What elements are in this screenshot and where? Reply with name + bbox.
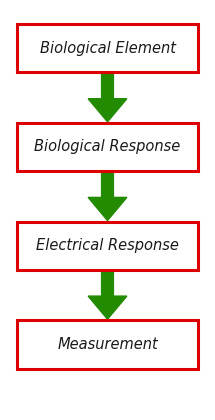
FancyBboxPatch shape bbox=[17, 320, 198, 369]
Text: Biological Response: Biological Response bbox=[34, 139, 181, 155]
FancyArrow shape bbox=[88, 270, 127, 319]
FancyBboxPatch shape bbox=[17, 222, 198, 270]
FancyArrow shape bbox=[88, 172, 127, 221]
FancyArrow shape bbox=[88, 73, 127, 122]
Text: Biological Element: Biological Element bbox=[40, 41, 175, 56]
Text: Electrical Response: Electrical Response bbox=[36, 238, 179, 253]
FancyBboxPatch shape bbox=[17, 123, 198, 171]
FancyBboxPatch shape bbox=[17, 24, 198, 72]
Text: Measurement: Measurement bbox=[57, 337, 158, 352]
